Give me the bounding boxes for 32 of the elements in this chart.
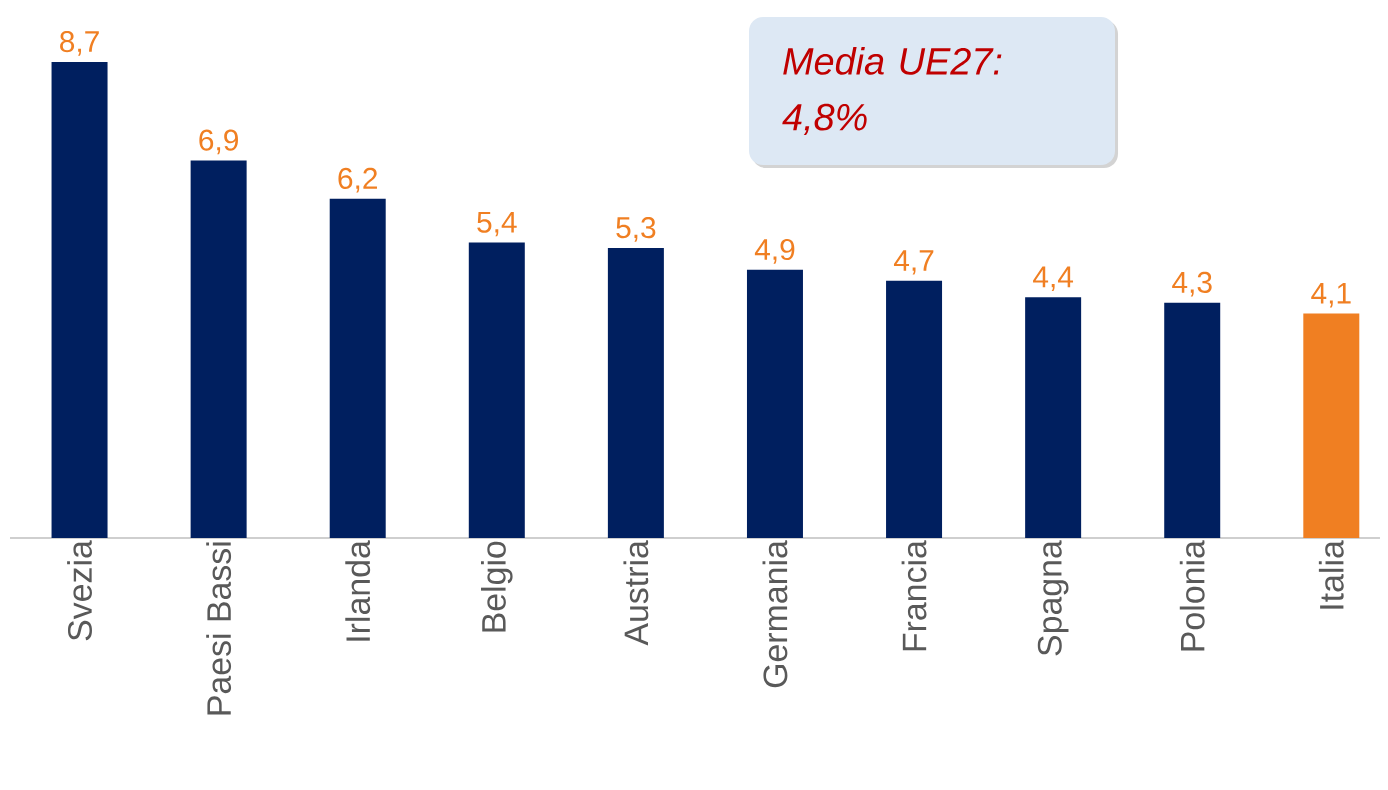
x-tick-label: Paesi Bassi [206,542,232,715]
annotation: Media UE27: [783,46,1002,75]
bar [1303,313,1360,538]
x-tick-label: Svezia [67,540,92,641]
bar [190,160,247,538]
x-tick-label: Germania [762,540,788,688]
data-label: 5,4 [477,211,517,237]
bar [886,280,943,538]
x-tick-label: Irlanda [345,540,371,641]
data-label: 6,2 [338,167,377,193]
bar [746,269,803,538]
x-tick-label: Spagna [1037,540,1069,656]
bar [468,242,525,538]
bar [329,198,386,538]
data-label: 4,7 [893,250,934,275]
data-label: 8,7 [60,30,99,56]
bar [1025,297,1082,538]
bar [51,61,108,538]
bar [607,247,664,538]
x-tick-label: Francia [901,540,927,651]
data-label: 4,3 [1172,271,1212,297]
x-tick-label: Austria [623,540,649,646]
x-tick-label: Italia [1318,540,1344,609]
data-label: 6,9 [199,129,238,155]
annotation: 4,8% [782,103,867,136]
data-label: 4,4 [1033,266,1074,291]
bar [1164,302,1221,538]
data-label: 4,9 [754,238,795,264]
x-tick-label: Belgio [481,541,513,632]
x-tick-label: Polonia [1179,540,1205,651]
data-label: 5,3 [616,217,656,242]
data-label: 4,1 [1311,283,1351,308]
